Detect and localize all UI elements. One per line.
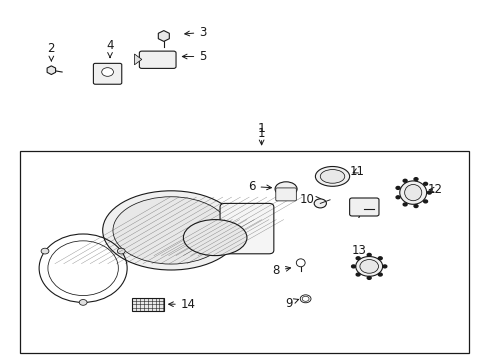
Text: 4: 4: [106, 39, 114, 58]
Polygon shape: [134, 54, 142, 65]
Ellipse shape: [320, 170, 344, 183]
Bar: [132, 298, 163, 311]
Circle shape: [395, 186, 399, 189]
Text: 7: 7: [355, 208, 370, 221]
Circle shape: [395, 196, 399, 199]
Ellipse shape: [359, 260, 378, 273]
Circle shape: [423, 200, 427, 203]
Circle shape: [351, 265, 355, 268]
FancyBboxPatch shape: [275, 188, 296, 201]
FancyBboxPatch shape: [220, 203, 273, 254]
Circle shape: [102, 68, 113, 76]
Ellipse shape: [315, 166, 349, 186]
Ellipse shape: [404, 185, 421, 201]
Ellipse shape: [399, 181, 426, 204]
Circle shape: [378, 257, 382, 260]
Text: 11: 11: [349, 165, 364, 177]
Circle shape: [413, 178, 417, 181]
Text: 2: 2: [47, 42, 55, 61]
FancyBboxPatch shape: [349, 198, 378, 216]
Circle shape: [366, 276, 370, 279]
FancyBboxPatch shape: [93, 63, 122, 84]
Ellipse shape: [102, 191, 239, 270]
Circle shape: [423, 183, 427, 185]
Circle shape: [427, 191, 430, 194]
Text: 12: 12: [427, 183, 442, 196]
Text: 1: 1: [257, 122, 265, 145]
Text: 14: 14: [168, 298, 195, 311]
Circle shape: [413, 204, 417, 207]
Circle shape: [378, 273, 382, 276]
Text: 6: 6: [247, 180, 271, 193]
Circle shape: [355, 257, 359, 260]
Polygon shape: [158, 31, 169, 41]
Text: 8: 8: [272, 264, 290, 277]
Text: 3: 3: [184, 26, 206, 39]
Ellipse shape: [313, 199, 326, 208]
Ellipse shape: [355, 256, 382, 276]
Circle shape: [117, 248, 125, 254]
Text: 10: 10: [299, 193, 320, 206]
Circle shape: [402, 203, 406, 206]
Circle shape: [366, 253, 370, 256]
Circle shape: [41, 248, 49, 254]
Ellipse shape: [274, 182, 296, 196]
Circle shape: [355, 273, 359, 276]
Ellipse shape: [183, 220, 246, 256]
Ellipse shape: [113, 197, 229, 264]
Circle shape: [79, 300, 87, 305]
Text: 1: 1: [257, 127, 265, 145]
Text: 9: 9: [284, 297, 298, 310]
Text: 13: 13: [351, 244, 369, 262]
Text: 5: 5: [182, 50, 206, 63]
Polygon shape: [47, 66, 56, 75]
Circle shape: [402, 179, 406, 182]
Circle shape: [382, 265, 386, 268]
FancyBboxPatch shape: [139, 51, 176, 68]
